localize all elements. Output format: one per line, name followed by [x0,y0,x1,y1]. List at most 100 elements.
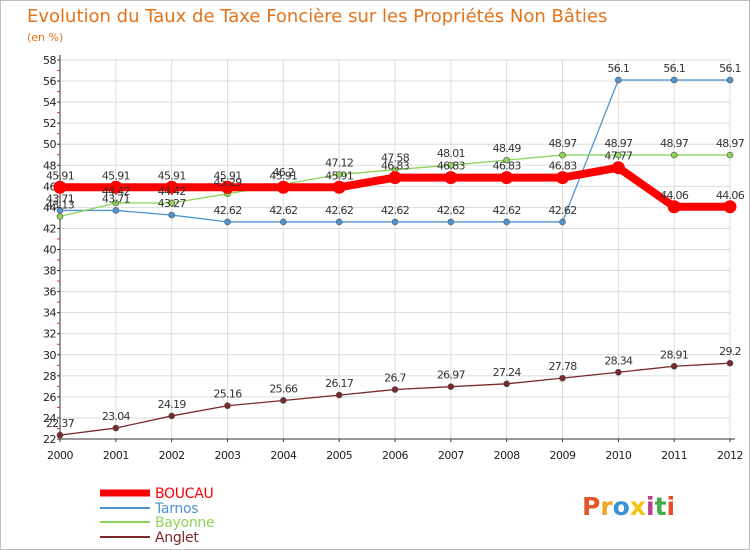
data-label-boucau: 46.83 [493,160,522,173]
data-label-anglet: 26.17 [325,377,354,390]
y-tick-label: 58 [43,54,56,67]
data-label-bayonne: 48.97 [716,137,745,150]
data-point-boucau [444,171,458,185]
data-point-tarnos [280,218,287,226]
data-point-boucau [500,171,514,185]
data-point-bayonne [56,213,64,220]
data-label-bayonne: 44.42 [102,185,130,198]
data-point-tarnos [670,76,678,84]
data-label-tarnos: 43.71 [46,192,74,205]
data-point-tarnos [168,211,175,219]
data-label-bayonne: 47.58 [381,152,410,165]
x-tick-label: 2010 [605,449,631,462]
data-point-bayonne [503,156,510,164]
x-tick-label: 2006 [382,449,408,462]
data-label-boucau: 46.83 [381,160,410,173]
data-point-boucau [332,180,346,194]
data-point-anglet [112,424,120,432]
legend-label-bayonne: Bayonne [155,515,214,531]
data-point-boucau [221,180,234,194]
data-label-tarnos: 42.62 [381,204,409,217]
x-tick-label: 2005 [326,449,352,462]
data-point-boucau [109,180,123,194]
data-label-bayonne: 48.97 [549,137,578,150]
y-tick-label: 56 [43,75,56,88]
data-label-anglet: 26.97 [437,369,466,382]
data-label-bayonne: 48.97 [604,137,633,150]
data-label-tarnos: 42.62 [493,204,521,217]
data-label-tarnos: 43.27 [158,197,187,210]
data-point-anglet [447,383,455,390]
chart-subtitle: (en %) [27,31,63,44]
data-label-anglet: 28.34 [604,354,633,367]
data-label-boucau: 46.83 [549,160,578,173]
data-point-boucau [276,180,290,194]
data-label-tarnos: 42.62 [325,204,353,217]
y-tick-label: 44 [43,201,56,214]
data-label-boucau: 46.83 [437,160,466,173]
proxiti-logo: Proxiti [582,492,675,521]
data-point-bayonne [670,151,678,159]
y-tick-label: 36 [43,286,56,299]
data-point-anglet [224,402,231,410]
data-point-anglet [615,368,622,376]
x-tick-label: 2004 [270,449,296,462]
y-tick-label: 46 [43,180,56,193]
x-tick-label: 2003 [215,449,241,462]
data-point-anglet [168,412,175,420]
data-point-bayonne [726,151,734,159]
data-point-boucau [667,200,681,214]
y-tick-label: 48 [43,159,56,172]
data-label-anglet: 29.2 [719,345,741,358]
data-point-anglet [726,359,734,367]
y-tick-label: 40 [43,244,56,257]
data-label-tarnos: 42.62 [437,204,465,217]
data-label-bayonne: 47.12 [325,157,353,170]
data-label-anglet: 22.37 [46,417,75,430]
data-point-anglet [503,380,510,388]
y-tick-label: 28 [43,370,56,383]
data-label-bayonne: 48.49 [493,142,522,155]
data-point-anglet [670,362,678,370]
data-point-bayonne [559,151,566,159]
data-label-boucau: 45.91 [102,169,130,182]
data-label-anglet: 25.66 [269,382,298,395]
data-point-anglet [335,391,343,399]
y-tick-label: 38 [43,265,56,278]
legend-label-anglet: Anglet [155,530,199,546]
data-label-anglet: 27.24 [493,366,522,379]
data-label-bayonne: 46.2 [272,166,294,179]
x-tick-label: 2001 [103,449,129,462]
data-point-bayonne [112,199,120,207]
data-label-boucau: 47.77 [604,150,633,163]
data-point-bayonne [447,161,455,169]
data-point-tarnos [503,218,510,226]
data-label-boucau: 45.91 [325,169,353,182]
data-point-boucau [611,161,625,175]
y-axis-ticks: 22 24 26 28 30 32 34 36 38 40 42 44 46 48 50 52 54 56 58 [43,54,57,446]
data-label-boucau: 45.91 [269,169,297,182]
data-label-tarnos: 43.71 [102,192,130,205]
data-point-anglet [391,386,399,393]
data-point-anglet [56,431,64,439]
data-label-boucau: 44.06 [660,189,689,202]
data-labels: 45.91 45.91 45.91 45.91 45.91 45.91 46.83 46.83… [46,62,745,430]
y-tick-label: 24 [43,412,56,425]
data-label-tarnos: 56.1 [607,62,629,75]
data-label-anglet: 26.7 [384,372,406,385]
data-point-tarnos [559,218,566,226]
data-label-tarnos: 56.1 [663,62,685,75]
y-tick-label: 50 [43,138,56,151]
data-label-anglet: 23.04 [102,410,131,423]
x-tick-label: 2002 [159,449,185,462]
data-label-anglet: 25.16 [214,388,243,401]
data-point-tarnos [224,218,231,226]
data-point-boucau [165,180,179,194]
data-point-boucau [723,200,737,214]
data-label-tarnos: 42.62 [214,204,242,217]
data-label-tarnos: 56.1 [719,62,741,75]
y-tick-label: 42 [43,222,56,235]
y-tick-label: 52 [43,117,56,130]
data-label-anglet: 28.91 [660,348,688,361]
